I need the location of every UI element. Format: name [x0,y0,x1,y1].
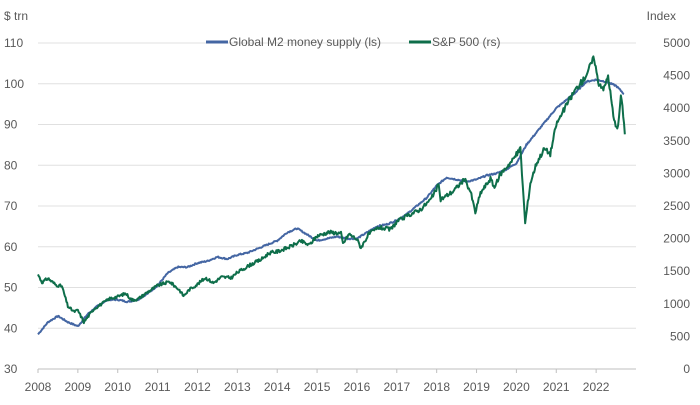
x-tick-label: 2019 [463,380,490,394]
x-tick-label: 2010 [104,380,131,394]
x-tick-label: 2014 [264,380,291,394]
right-tick-label: 3000 [663,166,690,180]
x-tick-label: 2011 [145,380,171,394]
x-axis-ticks: 2008 2009 2010 2011 2012 2013 2014 2015 2016 2017… [25,369,610,394]
left-tick-label: 30 [4,362,18,376]
x-tick-label: 2008 [25,380,52,394]
series-line-m2 [37,78,625,336]
right-tick-label: 5000 [663,36,690,50]
x-tick-label: 2020 [503,380,530,394]
left-tick-label: 110 [4,36,23,50]
left-tick-label: 90 [4,118,18,132]
legend: Global M2 money supply (ls) S&P 500 (rs) [206,35,500,49]
left-tick-label: 40 [4,321,18,335]
x-tick-label: 2016 [344,380,371,394]
right-tick-label: 4500 [663,69,690,83]
x-tick-label: 2013 [224,380,251,394]
right-axis-label: Index [647,9,676,23]
right-tick-label: 0 [683,362,690,376]
left-tick-label: 70 [4,199,18,213]
legend-label-sp500: S&P 500 (rs) [432,35,500,49]
left-axis-ticks: 30 40 50 60 70 80 90 100 110 [4,36,24,376]
x-tick-label: 2012 [184,380,211,394]
x-tick-label: 2018 [423,380,450,394]
right-tick-label: 1500 [663,264,690,278]
right-axis-ticks: 0 500 1000 1500 2000 2500 3000 3500 4000 4500 5000 [663,36,690,376]
right-tick-label: 2500 [663,199,690,213]
series-layer [37,55,626,336]
x-tick-label: 2021 [543,380,570,394]
right-tick-label: 1000 [663,297,690,311]
left-tick-label: 50 [4,281,18,295]
left-axis-label: $ trn [4,9,28,23]
x-tick-label: 2017 [383,380,410,394]
x-tick-label: 2015 [304,380,331,394]
x-tick-label: 2009 [65,380,92,394]
legend-label-m2: Global M2 money supply (ls) [229,35,381,49]
left-tick-label: 100 [4,77,24,91]
gridlines [38,42,636,329]
series-line-sp500 [37,55,626,325]
x-tick-label: 2022 [583,380,610,394]
right-tick-label: 4000 [663,101,690,115]
right-tick-label: 500 [670,329,690,343]
left-tick-label: 80 [4,158,18,172]
left-tick-label: 60 [4,240,18,254]
right-tick-label: 3500 [663,134,690,148]
right-tick-label: 2000 [663,232,690,246]
